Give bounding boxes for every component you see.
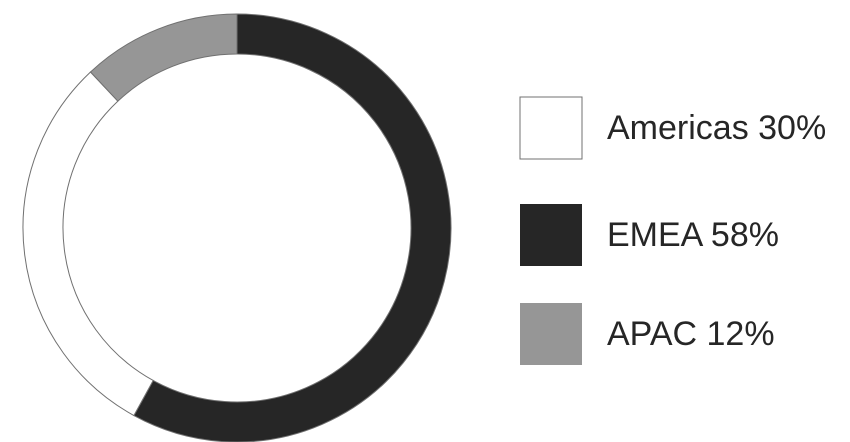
legend-item-emea: EMEA 58%: [520, 204, 779, 266]
legend-swatch-americas: [519, 96, 583, 160]
legend-label-americas: Americas 30%: [607, 109, 826, 147]
legend: Americas 30% EMEA 58% APAC 12%: [519, 96, 826, 365]
legend-swatch-apac: [520, 303, 582, 365]
legend-label-apac: APAC 12%: [607, 315, 775, 353]
slice-apac: [89, 13, 238, 102]
slice-americas: [22, 71, 154, 417]
legend-swatch-emea: [520, 204, 582, 266]
legend-item-americas: Americas 30%: [519, 96, 826, 160]
donut-slices: [22, 13, 452, 442]
slice-emea: [133, 13, 452, 442]
legend-item-apac: APAC 12%: [520, 303, 775, 365]
legend-label-emea: EMEA 58%: [607, 216, 779, 254]
